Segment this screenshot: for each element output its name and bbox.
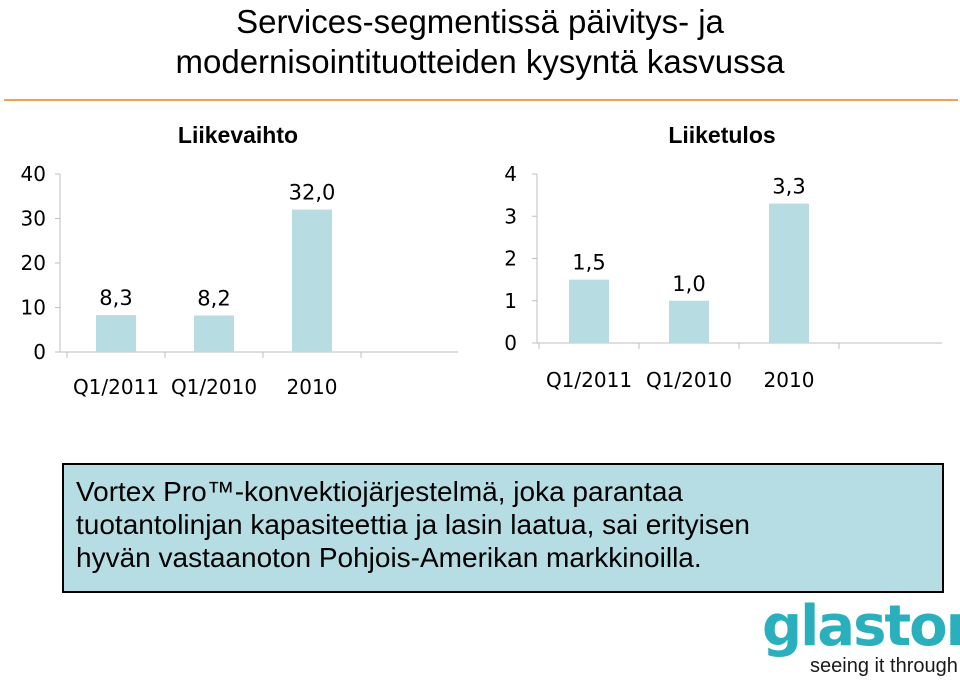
callout-line-2: tuotantolinjan kapasiteettia ja lasin la… — [76, 509, 750, 540]
chart-1-data-label: 8,2 — [197, 287, 230, 311]
chart-1-category-label: 2010 — [287, 375, 338, 399]
callout-box: Vortex Pro™-konvektiojärjestelmä, joka p… — [62, 463, 944, 593]
chart-2-title: Liiketulos — [668, 122, 775, 148]
chart-1-y-tick-label: 10 — [21, 296, 46, 320]
page-title: Services-segmentissä päivitys- ja modern… — [0, 2, 960, 82]
chart-2-bar — [669, 300, 709, 343]
chart-2-data-label: 3,3 — [772, 175, 805, 199]
charts-area: Liikevaihto0102030408,3Q1/20118,2Q1/2010… — [21, 122, 942, 399]
chart-1-y-tick-label: 30 — [21, 207, 46, 231]
chart-2-data-label: 1,0 — [672, 272, 705, 296]
chart-1-title: Liikevaihto — [178, 122, 298, 148]
title-line-1: Services-segmentissä päivitys- ja — [236, 3, 724, 40]
title-divider — [4, 99, 958, 101]
chart-1-bar — [96, 315, 136, 352]
logo-tagline: seeing it through — [810, 655, 958, 677]
logo-wordmark: glaston — [762, 594, 960, 659]
chart-1-y-tick-label: 40 — [21, 162, 46, 186]
chart-1-y-tick-label: 0 — [33, 340, 46, 364]
chart-2-bar — [569, 279, 609, 343]
chart-2-category-label: Q1/2011 — [546, 368, 632, 392]
chart-2-category-label: 2010 — [764, 368, 815, 392]
chart-1-data-label: 8,3 — [99, 286, 132, 310]
chart-2-y-tick-label: 3 — [504, 204, 517, 228]
chart-1-bar — [194, 315, 234, 352]
title-line-2: modernisointituotteiden kysyntä kasvussa — [175, 43, 785, 80]
chart-1-data-label: 32,0 — [289, 181, 336, 205]
callout-line-3: hyvän vastaanoton Pohjois-Amerikan markk… — [76, 542, 702, 573]
chart-2-y-tick-label: 1 — [504, 289, 517, 313]
chart-2-category-label: Q1/2010 — [646, 368, 732, 392]
chart-2-data-label: 1,5 — [572, 251, 605, 275]
callout-line-1: Vortex Pro™-konvektiojärjestelmä, joka p… — [76, 476, 683, 507]
chart-2-y-tick-label: 4 — [504, 162, 517, 186]
chart-1-category-label: Q1/2011 — [73, 375, 159, 399]
glaston-logo: glaston seeing it through — [762, 594, 960, 682]
chart-1-y-tick-label: 20 — [21, 251, 46, 275]
chart-1-category-label: Q1/2010 — [171, 375, 257, 399]
chart-2-y-tick-label: 2 — [504, 247, 517, 271]
chart-2-bar — [769, 203, 809, 343]
chart-1-bar — [292, 209, 332, 352]
chart-2-y-tick-label: 0 — [504, 331, 517, 355]
